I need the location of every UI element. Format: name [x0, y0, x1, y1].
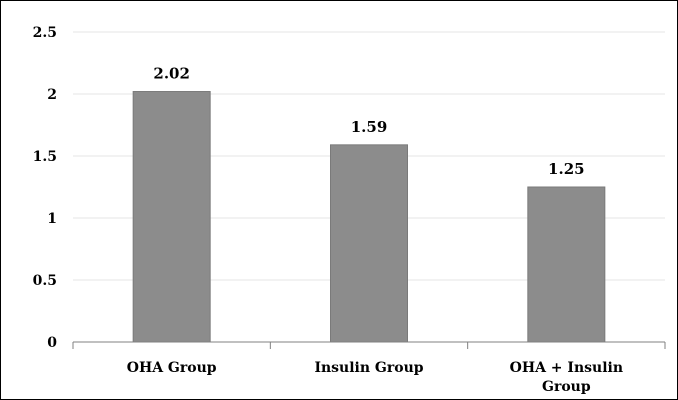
bar-2 [527, 186, 606, 343]
y-tick-label-4: 2 [47, 87, 57, 103]
data-label-2: 1.25 [548, 160, 585, 178]
bar-0 [132, 91, 211, 343]
y-tick-label-5: 2.5 [33, 25, 57, 41]
bar-1 [330, 144, 408, 343]
x-tick-label-2-line-1: Group [542, 379, 591, 395]
y-tick-label-2: 1 [47, 211, 57, 227]
x-tick-label-0: OHA Group [127, 360, 217, 376]
y-tick-label-0: 0 [47, 335, 57, 351]
data-label-1: 1.59 [351, 118, 388, 136]
data-label-0: 2.02 [153, 65, 190, 83]
y-tick-label-1: 0.5 [33, 273, 57, 289]
x-tick-label-2-line-0: OHA + Insulin [510, 360, 623, 376]
x-tick-label-1: Insulin Group [314, 360, 423, 376]
y-tick-label-3: 1.5 [33, 149, 57, 165]
